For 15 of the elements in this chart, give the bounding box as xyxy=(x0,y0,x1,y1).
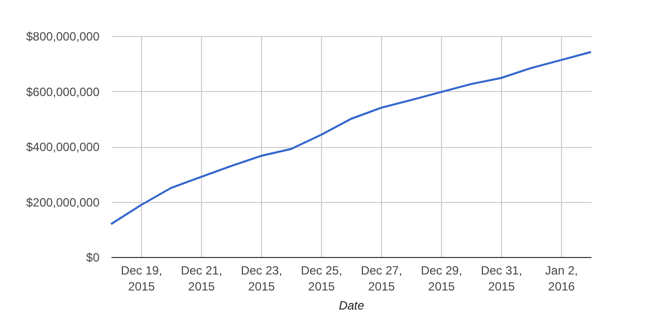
y-tick-label: $800,000,000 xyxy=(26,30,100,44)
y-tick-label: $0 xyxy=(86,250,100,264)
y-tick-label: $600,000,000 xyxy=(26,84,100,99)
y-tick-label: $400,000,000 xyxy=(26,140,100,154)
line-series xyxy=(110,51,592,226)
y-tick-label: $200,000,000 xyxy=(26,195,100,210)
x-tick-label: Dec 31, 2015 xyxy=(480,264,522,294)
x-tick-label: Dec 19, 2015 xyxy=(120,264,162,294)
x-tick-label: Dec 21, 2015 xyxy=(180,264,222,294)
x-tick-label: Dec 25, 2015 xyxy=(300,264,342,294)
x-tick-label: Jan 2, 2016 xyxy=(545,264,578,294)
x-axis-title: Date xyxy=(338,298,364,312)
x-tick-label: Dec 29, 2015 xyxy=(420,264,462,294)
x-tick-label: Dec 27, 2015 xyxy=(360,264,402,294)
x-tick-label: Dec 23, 2015 xyxy=(240,264,282,294)
